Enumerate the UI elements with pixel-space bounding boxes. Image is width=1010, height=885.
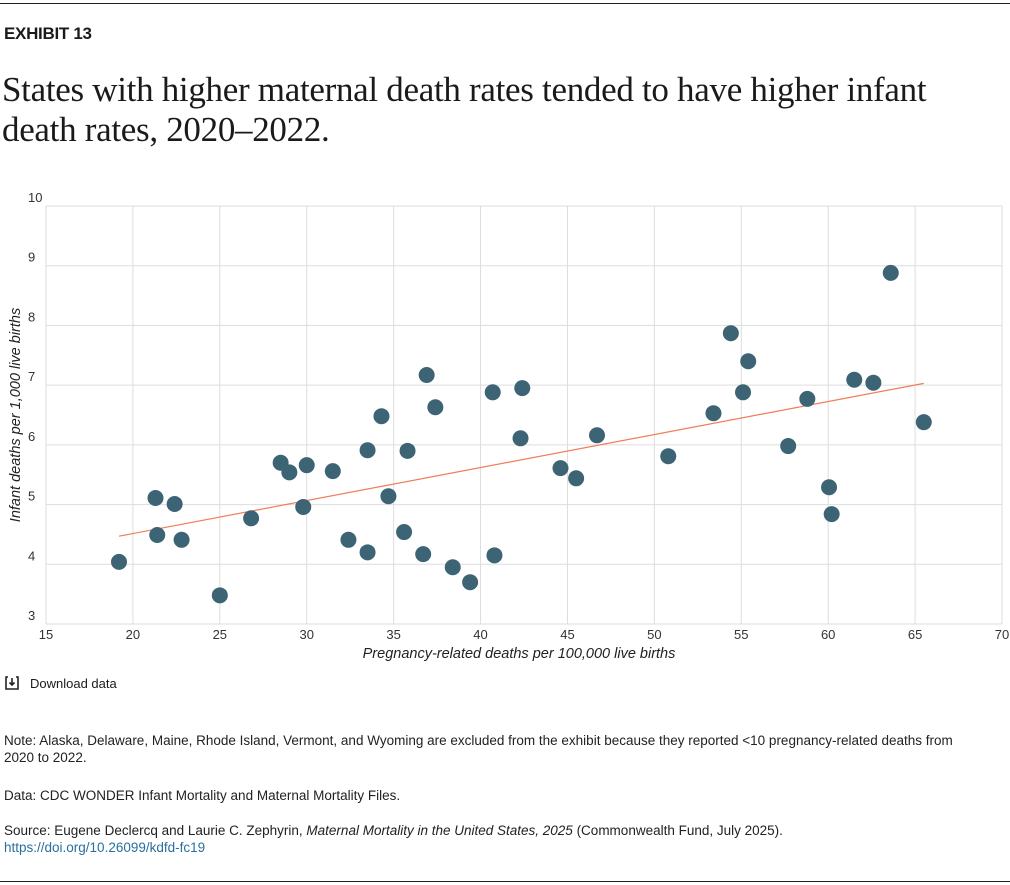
x-tick-label: 15 — [39, 627, 53, 642]
points — [111, 264, 932, 604]
x-tick-label: 50 — [647, 627, 661, 642]
y-tick-label: 10 — [28, 190, 42, 205]
data-point — [821, 479, 838, 496]
x-tick-label: 20 — [126, 627, 140, 642]
x-tick-label: 70 — [995, 627, 1009, 642]
y-axis-label: Infant deaths per 1,000 live births — [8, 308, 24, 522]
doi-link[interactable]: https://doi.org/10.26099/kdfd-fc19 — [4, 840, 206, 855]
data-point — [396, 524, 413, 541]
data-point — [373, 408, 390, 425]
x-tick-label: 65 — [908, 627, 922, 642]
data-point — [882, 264, 899, 281]
data-point — [295, 498, 312, 515]
data-point — [514, 380, 531, 397]
data-point — [173, 531, 190, 548]
x-tick-label: 30 — [299, 627, 313, 642]
data-point — [462, 574, 479, 591]
data-point — [211, 587, 228, 604]
data-point — [512, 430, 529, 447]
data-point — [281, 464, 298, 481]
data-point — [399, 442, 416, 459]
data-point — [568, 470, 585, 487]
x-tick-label: 60 — [821, 627, 835, 642]
data-point — [427, 399, 444, 416]
data-point — [589, 427, 606, 444]
data-point — [147, 490, 164, 507]
note-text: Note: Alaska, Delaware, Maine, Rhode Isl… — [4, 733, 953, 765]
data-point — [415, 546, 432, 563]
data-point — [660, 448, 677, 465]
exhibit-label: EXHIBIT 13 — [4, 24, 92, 43]
data-point — [846, 371, 863, 388]
data-point — [298, 457, 315, 474]
data-point — [705, 405, 722, 422]
data-point — [359, 442, 376, 459]
top-rule — [0, 3, 1010, 4]
data-point — [444, 559, 461, 576]
source-title: Maternal Mortality in the United States,… — [306, 823, 573, 838]
x-tick-label: 55 — [734, 627, 748, 642]
y-tick-label: 6 — [28, 429, 35, 444]
data-point — [740, 353, 757, 370]
data-point — [324, 463, 341, 480]
data-point — [823, 506, 840, 523]
data-point — [865, 374, 882, 391]
source-prefix: Source: Eugene Declercq and Laurie C. Ze… — [4, 823, 307, 838]
y-tick-label: 4 — [28, 548, 35, 563]
data-point — [735, 384, 752, 401]
chart-title: States with higher maternal death rates … — [2, 70, 927, 149]
grid — [45, 205, 1003, 625]
data-point — [780, 438, 797, 455]
data-point — [243, 510, 260, 527]
source-text: Source: Eugene Declercq and Laurie C. Ze… — [4, 822, 964, 856]
data-point — [340, 531, 357, 548]
data-point — [418, 366, 435, 383]
download-icon — [5, 676, 19, 690]
data-point — [359, 544, 376, 561]
x-tick-label: 35 — [386, 627, 400, 642]
data-point — [722, 325, 739, 342]
x-tick-label: 40 — [473, 627, 487, 642]
data-point — [552, 460, 569, 477]
source-suffix: (Commonwealth Fund, July 2025). — [572, 823, 783, 838]
x-tick-label: 25 — [213, 627, 227, 642]
data-point — [915, 414, 932, 431]
y-tick-label: 8 — [28, 309, 35, 324]
y-tick-label: 7 — [28, 369, 35, 384]
y-tick-label: 3 — [28, 608, 35, 623]
bottom-rule — [0, 881, 1010, 882]
data-point — [149, 527, 166, 544]
download-data-button[interactable]: Download data — [4, 675, 117, 691]
trendline — [118, 382, 924, 537]
download-data-label: Download data — [30, 675, 117, 691]
data-point — [484, 384, 501, 401]
x-axis-label: Pregnancy-related deaths per 100,000 liv… — [363, 646, 676, 662]
data-point — [166, 495, 183, 512]
y-tick-label: 9 — [28, 250, 35, 265]
data-point — [380, 488, 397, 505]
data-point — [111, 553, 128, 570]
x-tick-label: 45 — [560, 627, 574, 642]
data-text: Data: CDC WONDER Infant Mortality and Ma… — [4, 788, 401, 803]
data-point — [486, 547, 503, 564]
data-point — [799, 390, 816, 407]
y-tick-label: 5 — [28, 489, 35, 504]
